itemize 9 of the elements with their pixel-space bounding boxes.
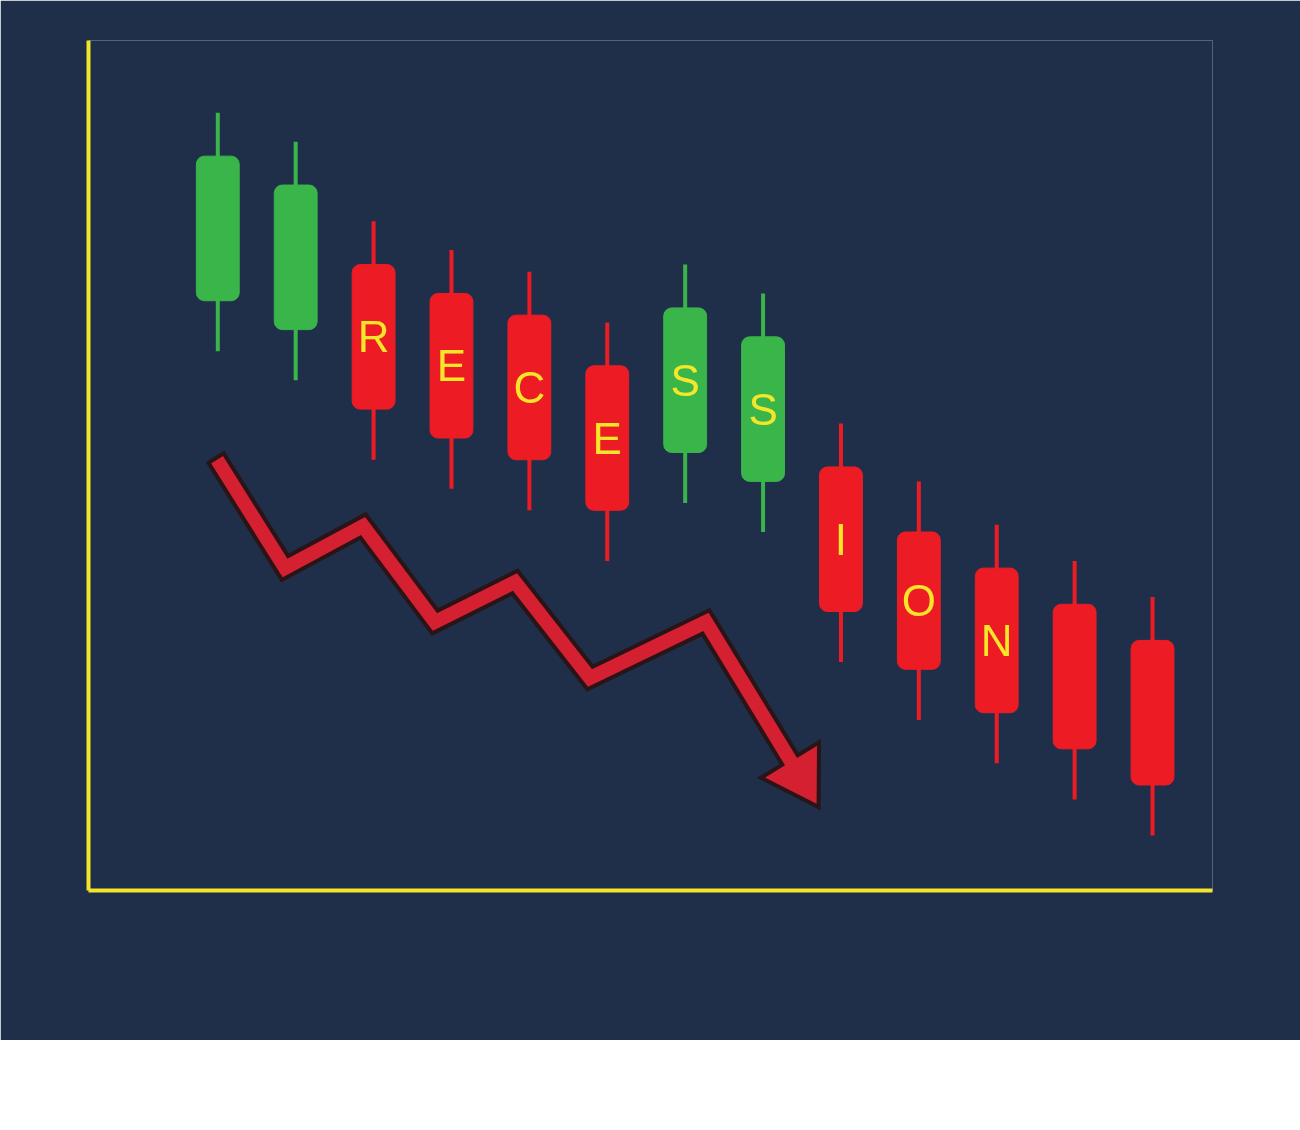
text: N	[980, 615, 1013, 665]
text: I	[834, 514, 848, 564]
text: E	[592, 413, 622, 463]
text: S	[748, 384, 778, 434]
text: E	[436, 341, 467, 391]
text: S	[670, 355, 700, 405]
text: O	[901, 576, 936, 626]
text: R	[357, 312, 390, 362]
text: C	[513, 362, 546, 412]
